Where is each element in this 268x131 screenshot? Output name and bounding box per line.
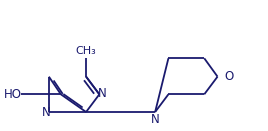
Text: O: O (224, 70, 233, 83)
Text: CH₃: CH₃ (76, 46, 96, 56)
Text: N: N (151, 113, 159, 126)
Text: N: N (42, 105, 51, 119)
Text: HO: HO (4, 88, 22, 101)
Text: N: N (98, 86, 106, 100)
